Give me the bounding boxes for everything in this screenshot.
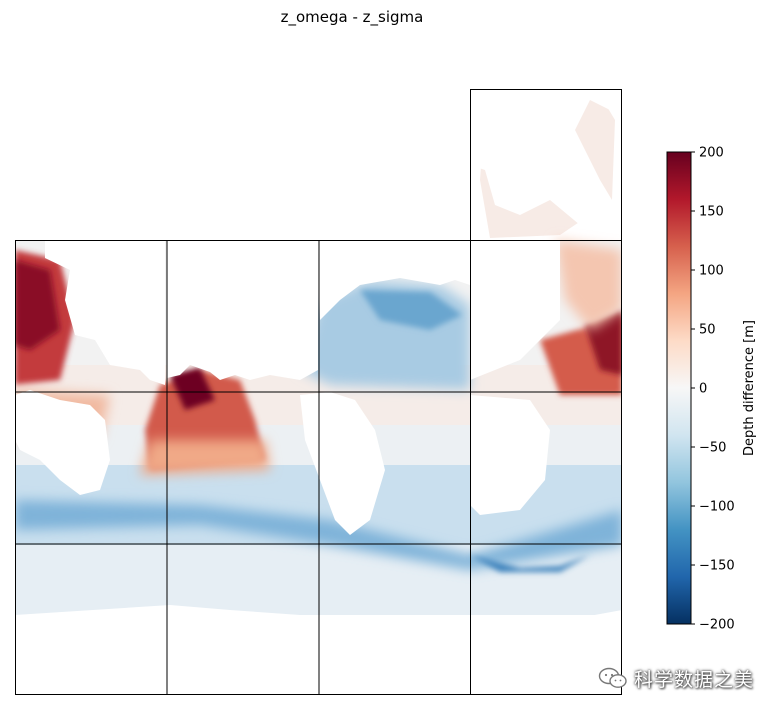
colorbar-tick-label: −50: [699, 441, 726, 456]
wechat-icon: [598, 667, 627, 688]
colorbar-tick-label: 0: [699, 382, 707, 397]
colorbar-tick-label: 50: [699, 323, 716, 338]
colorbar-tick-label: −200: [699, 618, 735, 633]
panel-grid: [15, 89, 622, 695]
colorbar-ticks: 200 150 100 50 0 −50 −100 −150 −200: [691, 146, 735, 633]
watermark-text: 科学数据之美: [634, 668, 755, 691]
colorbar-tick-label: −100: [699, 500, 735, 515]
colorbar-tick-label: 100: [699, 264, 724, 279]
colorbar-label: Depth difference [m]: [742, 320, 757, 456]
colorbar-tick-label: −150: [699, 559, 735, 574]
colorbar: 200 150 100 50 0 −50 −100 −150 −200 Depth differ…: [666, 146, 757, 633]
colorbar-gradient: [666, 151, 692, 625]
colorbar-tick-label: 150: [699, 205, 724, 220]
watermark: 科学数据之美: [598, 665, 754, 691]
chart-title: z_omega - z_sigma: [281, 8, 424, 27]
colorbar-tick-label: 200: [699, 146, 724, 161]
